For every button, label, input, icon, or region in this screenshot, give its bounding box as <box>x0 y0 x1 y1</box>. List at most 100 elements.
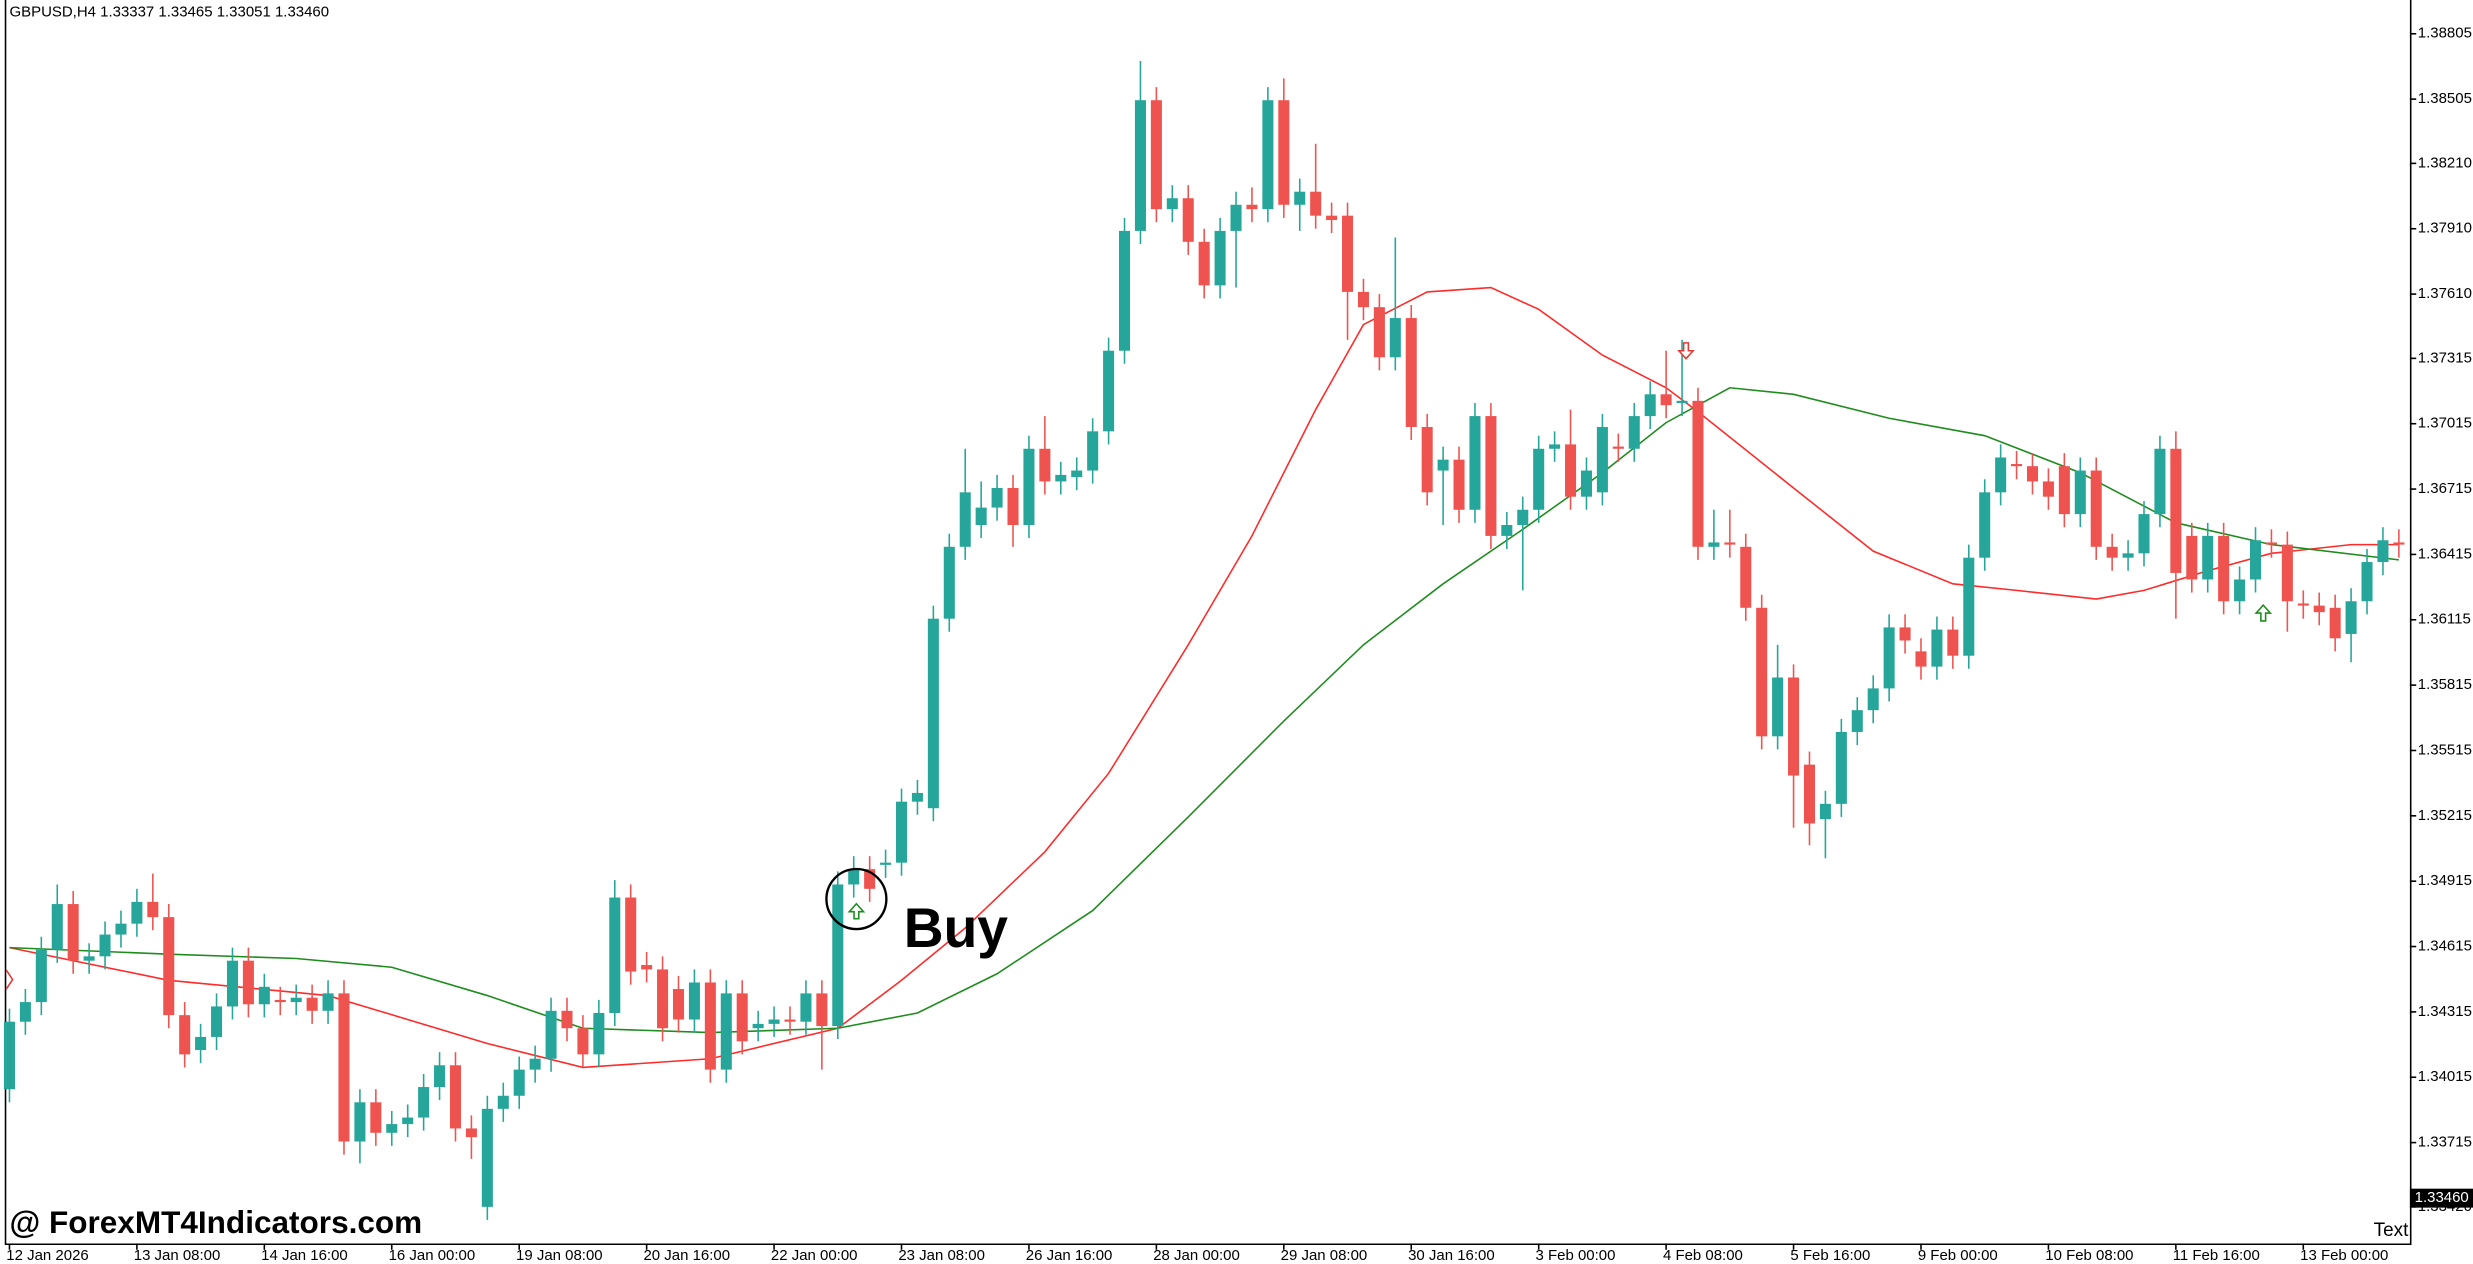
candle-body <box>816 993 828 1027</box>
candle-body <box>306 997 318 1011</box>
candle-body <box>1517 509 1529 526</box>
y-tick-label: 1.35215 <box>2418 807 2472 824</box>
candle-body <box>2265 542 2277 545</box>
candle-body <box>211 1006 223 1037</box>
candle-body <box>2170 448 2182 573</box>
candle-body <box>832 884 844 1027</box>
candle-body <box>1246 204 1258 210</box>
candle-body <box>1071 470 1083 478</box>
candle-body <box>131 901 143 924</box>
x-tick-label: 26 Jan 16:00 <box>1026 1247 1113 1264</box>
candle-body <box>1915 651 1927 667</box>
y-tick-label: 1.37610 <box>2418 285 2472 302</box>
candle-body <box>1756 607 1768 737</box>
signal-circle <box>825 867 888 931</box>
candle-body <box>1628 416 1640 449</box>
x-tick-label: 28 Jan 00:00 <box>1153 1247 1240 1264</box>
x-tick-label: 16 Jan 00:00 <box>389 1247 476 1264</box>
candle-body <box>911 792 923 802</box>
candle-body <box>1119 230 1131 351</box>
candle-body <box>704 982 716 1070</box>
candle-body <box>736 993 748 1042</box>
candle-body <box>2313 605 2325 613</box>
y-tick-label: 1.36715 <box>2418 480 2472 497</box>
candle-body <box>1549 444 1561 449</box>
candle-body <box>2138 514 2150 554</box>
buy-arrow <box>2254 603 2273 622</box>
candle-body <box>1389 318 1401 358</box>
candle-body <box>274 999 286 1003</box>
candle-body <box>2011 464 2023 467</box>
candle-body <box>1676 400 1688 404</box>
candle-body <box>19 1002 31 1022</box>
x-tick-label: 12 Jan 2026 <box>6 1247 88 1264</box>
candle-body <box>1055 474 1067 482</box>
candle-body <box>1039 448 1051 482</box>
candle-body <box>1405 318 1417 427</box>
candle-body <box>768 1019 780 1024</box>
candle-body <box>545 1010 557 1059</box>
candle-body <box>975 507 987 526</box>
candle-body <box>481 1108 493 1207</box>
y-tick-label: 1.34015 <box>2418 1068 2472 1085</box>
candle-body <box>418 1087 430 1118</box>
candle-body <box>2074 470 2086 515</box>
candle-body <box>1867 688 1879 711</box>
candle-body <box>195 1036 207 1051</box>
x-tick-label: 9 Feb 00:00 <box>1918 1247 1998 1264</box>
x-tick-label: 29 Jan 08:00 <box>1281 1247 1368 1264</box>
y-tick-label: 1.34315 <box>2418 1003 2472 1020</box>
candle-body <box>1803 764 1816 824</box>
candle-body <box>1485 416 1497 536</box>
candle-body <box>561 1010 573 1029</box>
candle-body <box>895 801 908 863</box>
candle-body <box>513 1069 525 1096</box>
watermark: @ ForexMT4Indicators.com <box>9 1204 422 1240</box>
x-tick-label: 22 Jan 00:00 <box>771 1247 858 1264</box>
candle-body <box>1899 627 1911 641</box>
y-tick-label: 1.37315 <box>2418 349 2472 366</box>
candle-body <box>402 1117 414 1125</box>
candle-body <box>2297 603 2309 606</box>
candle-body <box>1995 457 2007 493</box>
candle-body <box>242 960 254 1005</box>
candle-body <box>67 904 79 961</box>
candle-body <box>2154 448 2166 515</box>
candle-body <box>1373 307 1385 358</box>
candle-body <box>641 965 653 970</box>
y-tick-label: 1.38805 <box>2418 25 2472 42</box>
candle-body <box>1580 470 1592 497</box>
candle-body <box>1421 426 1433 493</box>
candle-body <box>880 862 892 865</box>
corner-label: Text <box>2374 1220 2409 1241</box>
candle-body <box>2106 546 2118 558</box>
candle-body <box>226 960 238 1007</box>
candle-body <box>35 949 47 1003</box>
edge-arrow <box>5 969 14 990</box>
candle-body <box>1023 448 1035 526</box>
candle-body <box>1182 198 1194 242</box>
candle-body <box>959 492 971 547</box>
last-price-label: 1.33460 <box>2415 1189 2469 1206</box>
candle-body <box>1819 803 1831 820</box>
candle-body <box>1612 446 1624 449</box>
y-tick-label: 1.35515 <box>2418 741 2472 758</box>
candle-body <box>1214 230 1226 286</box>
candle-body <box>434 1065 446 1088</box>
candle-body <box>2202 535 2214 580</box>
candle-body <box>2249 540 2262 580</box>
y-tick-label: 1.34915 <box>2418 872 2472 889</box>
candle-body <box>1644 394 1656 417</box>
x-tick-label: 11 Feb 16:00 <box>2173 1247 2260 1264</box>
candle-body <box>848 869 860 885</box>
y-tick-label: 1.37910 <box>2418 220 2472 237</box>
y-tick-label: 1.38505 <box>2418 90 2472 107</box>
candle-body <box>449 1065 462 1129</box>
x-tick-label: 14 Jan 16:00 <box>261 1247 348 1264</box>
candle-body <box>1087 431 1099 471</box>
buy-arrow <box>847 902 866 920</box>
candle-body <box>1931 629 1943 667</box>
candle-body <box>2361 562 2373 602</box>
candle-body <box>370 1102 382 1133</box>
